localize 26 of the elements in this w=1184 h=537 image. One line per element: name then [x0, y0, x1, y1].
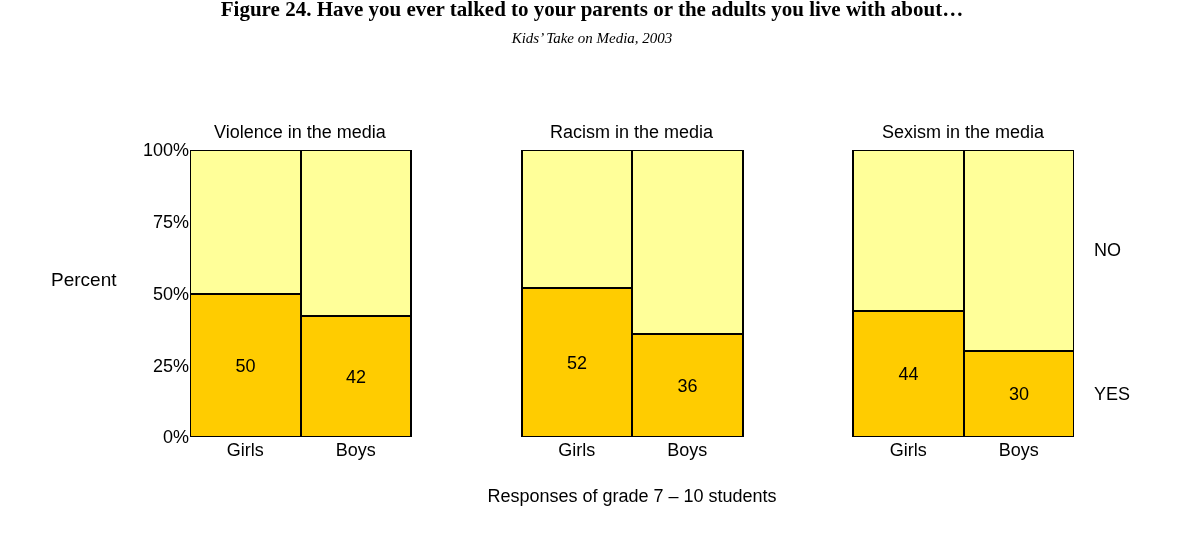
data-label: 42 — [345, 366, 367, 387]
y-tick-label: 50% — [152, 283, 189, 304]
x-tick-label: Boys — [667, 440, 708, 460]
y-tick-label: 0% — [162, 427, 189, 448]
x-tick-label: Girls — [558, 440, 596, 460]
x-tick-label: Boys — [335, 440, 376, 460]
data-label: 36 — [677, 375, 698, 396]
y-axis-title: Percent — [51, 269, 118, 290]
series-label: YES — [1094, 384, 1131, 404]
y-tick-label: 100% — [142, 140, 189, 161]
chart-subtitle: Kids’ Take on Media, 2003 — [510, 30, 673, 47]
x-tick-label: Girls — [226, 440, 264, 460]
data-label: 50 — [235, 355, 256, 376]
y-tick-label: 75% — [152, 212, 189, 233]
series-label: NO — [1094, 240, 1121, 260]
x-tick-label: Girls — [889, 440, 927, 460]
text: Racism in the media — [550, 122, 715, 142]
data-label: 52 — [566, 352, 588, 373]
chart-title: Figure 24. Have you ever talked to your parents or the adults you live with about… — [220, 0, 964, 22]
y-tick-label: 25% — [152, 355, 189, 376]
x-axis-title: Responses of grade 7 – 10 students — [487, 486, 777, 507]
x-tick-label: Boys — [998, 440, 1039, 460]
data-label: 44 — [898, 364, 919, 384]
text: Sexism in the media — [882, 122, 1046, 142]
text: Violence in the media — [214, 122, 387, 142]
data-label: 30 — [1008, 384, 1030, 404]
